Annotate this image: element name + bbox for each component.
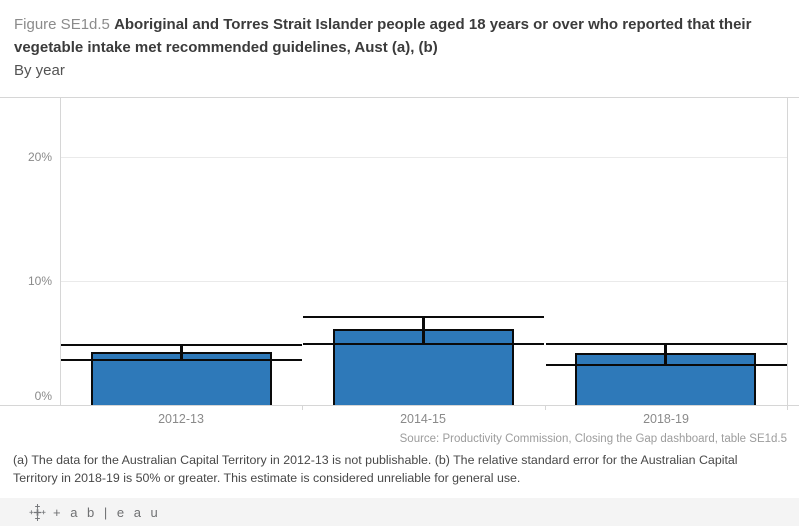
- x-axis-line: [0, 405, 799, 406]
- error-line-2018-19: [664, 343, 667, 364]
- footnote: (a) The data for the Australian Capital …: [13, 453, 738, 485]
- chart-subtitle: By year: [14, 62, 65, 79]
- error-cap-low-2012-13: [61, 359, 302, 361]
- source-note: Source: Productivity Commission, Closing…: [399, 433, 787, 445]
- cell-boundary-tick: [302, 405, 303, 410]
- tableau-toolbar: + a b | e a u: [0, 498, 799, 526]
- cell-boundary-tick: [545, 405, 546, 410]
- error-line-2014-15: [422, 316, 425, 343]
- plot-top-border: [0, 97, 799, 98]
- cell-boundary-tick: [787, 405, 788, 410]
- chart-title: Figure SE1d.5 Aboriginal and Torres Stra…: [14, 13, 790, 59]
- y-tick-label-0%: 0%: [34, 389, 52, 403]
- x-axis-label-2012-13: 2012-13: [158, 412, 204, 426]
- chart-title-block: Figure SE1d.5 Aboriginal and Torres Stra…: [14, 13, 790, 82]
- error-line-2012-13: [180, 344, 183, 359]
- y-tick-label-10%: 10%: [27, 274, 52, 288]
- tableau-wordmark: + a b | e a u: [53, 504, 161, 520]
- y-axis-line: [60, 97, 61, 405]
- y-tick-label-20%: 20%: [27, 150, 52, 164]
- tableau-sparkle-icon: [29, 503, 46, 521]
- error-cap-low-2014-15: [303, 343, 544, 345]
- x-axis-label-2018-19: 2018-19: [643, 412, 689, 426]
- chart-title-text: Aboriginal and Torres Strait Islander pe…: [14, 16, 752, 56]
- error-cap-low-2018-19: [546, 364, 787, 366]
- plot-right-border: [787, 97, 788, 405]
- gridline-10%: [61, 281, 787, 282]
- tableau-logo[interactable]: + a b | e a u: [29, 503, 161, 521]
- gridline-20%: [61, 157, 787, 158]
- bar-chart: 0% 10% 20% 2012-13 2014-15 2018-19: [0, 97, 799, 432]
- x-axis-label-2014-15: 2014-15: [400, 412, 446, 426]
- figure-number: Figure SE1d.5: [14, 16, 110, 33]
